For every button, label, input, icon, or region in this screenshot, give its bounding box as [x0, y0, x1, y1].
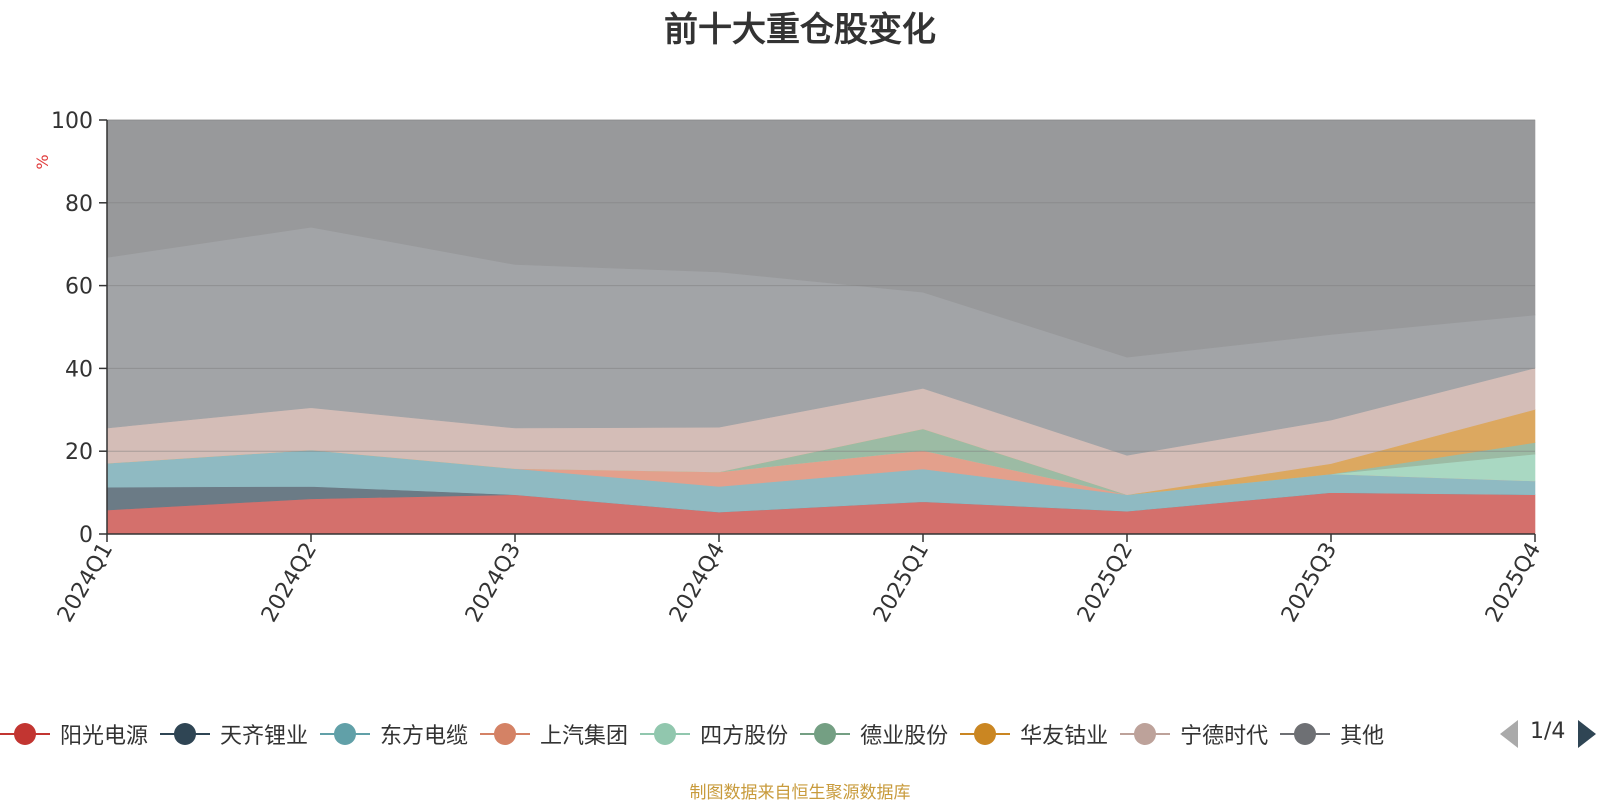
- legend-item[interactable]: 其他: [1280, 712, 1384, 756]
- x-tick-label: 2025Q1: [869, 539, 934, 627]
- legend-label: 德业股份: [860, 724, 949, 749]
- legend-marker-icon: [640, 722, 691, 746]
- legend-label: 天齐锂业: [220, 724, 309, 749]
- legend-item[interactable]: 四方股份: [640, 712, 788, 756]
- legend-marker-icon: [1280, 722, 1331, 746]
- chart-title: 前十大重仓股变化: [664, 10, 936, 50]
- y-tick-label: 80: [65, 192, 93, 217]
- legend-prev-page-icon[interactable]: [1500, 720, 1518, 748]
- legend-label: 东方电缆: [380, 724, 469, 749]
- legend-label: 阳光电源: [60, 724, 149, 749]
- legend-marker-icon: [320, 722, 371, 746]
- legend-page-indicator: 1/4: [1530, 719, 1566, 744]
- legend-item[interactable]: 宁德时代: [1120, 712, 1268, 756]
- y-tick-label: 60: [65, 275, 93, 300]
- legend-item[interactable]: 德业股份: [800, 712, 948, 756]
- y-tick-label: 20: [65, 440, 93, 465]
- legend-pager: 1/4: [1496, 712, 1600, 756]
- legend-item[interactable]: 上汽集团: [480, 712, 628, 756]
- legend-label: 宁德时代: [1180, 724, 1269, 749]
- x-tick-label: 2024Q4: [665, 539, 730, 627]
- legend-label: 上汽集团: [540, 724, 629, 749]
- legend-item[interactable]: 天齐锂业: [160, 712, 308, 756]
- legend-marker-icon: [960, 722, 1011, 746]
- legend-item[interactable]: 阳光电源: [0, 712, 148, 756]
- x-tick-label: 2025Q2: [1073, 539, 1138, 627]
- y-axis-label: %: [33, 154, 52, 169]
- source-note: 制图数据来自恒生聚源数据库: [689, 783, 911, 803]
- legend: 阳光电源 天齐锂业 东方电缆 上汽集团 四方股份 德业股份 华友钴业 宁德时代 其他: [0, 712, 1488, 756]
- y-axis: 0 20 40 60 80 100: [51, 109, 108, 548]
- legend-marker-icon: [800, 722, 851, 746]
- x-tick-label: 2024Q1: [53, 539, 118, 627]
- legend-item[interactable]: 华友钴业: [960, 712, 1108, 756]
- legend-label: 华友钴业: [1020, 724, 1109, 749]
- area-series-group: [106, 119, 1536, 535]
- legend-label: 四方股份: [700, 724, 789, 749]
- x-tick-label: 2025Q3: [1277, 539, 1342, 627]
- legend-marker-icon: [1120, 722, 1171, 746]
- y-tick-label: 100: [51, 109, 93, 134]
- legend-item[interactable]: 东方电缆: [320, 712, 468, 756]
- x-tick-label: 2025Q4: [1481, 539, 1546, 627]
- legend-marker-icon: [0, 722, 50, 746]
- y-tick-label: 0: [79, 523, 93, 548]
- y-tick-label: 40: [65, 357, 93, 382]
- legend-marker-icon: [160, 722, 211, 746]
- legend-marker-icon: [480, 722, 531, 746]
- legend-next-page-icon[interactable]: [1578, 720, 1596, 748]
- x-tick-label: 2024Q2: [257, 539, 322, 627]
- gridlines: [107, 119, 1535, 452]
- x-tick-label: 2024Q3: [461, 539, 526, 627]
- x-axis: 2024Q1 2024Q2 2024Q3 2024Q4 2025Q1 2025Q2 2025…: [53, 533, 1546, 627]
- legend-label: 其他: [1340, 724, 1385, 749]
